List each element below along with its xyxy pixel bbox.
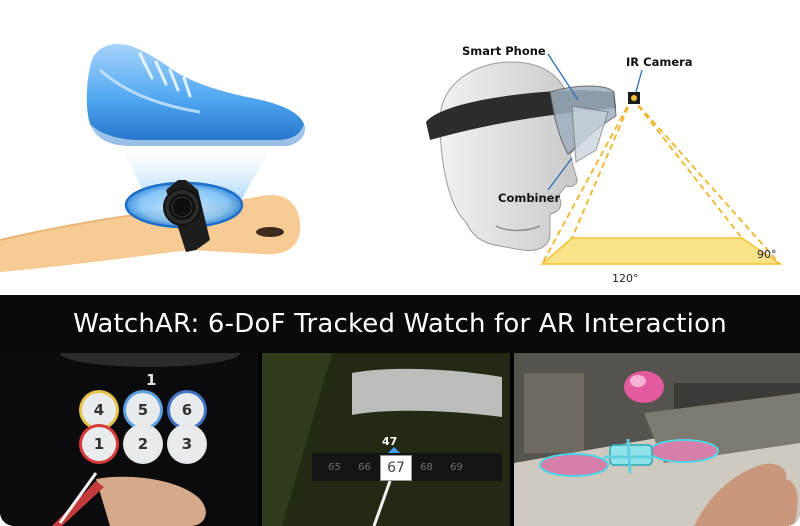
title-banner: WatchAR: 6-DoF Tracked Watch for AR Inte…: [0, 295, 800, 353]
ar-sphere: [624, 371, 664, 403]
drone-scene: [514, 353, 800, 526]
user-hand: [694, 463, 798, 526]
ruler-scene: [262, 353, 510, 526]
ruler-demo-panel: 47 65 66 67 68 69: [262, 353, 510, 526]
key-6-label: 6: [181, 401, 193, 419]
ruler-selected-cell[interactable]: 67: [380, 455, 412, 481]
key-4-label: 4: [93, 401, 105, 419]
keypad-top-digit: 1: [146, 371, 157, 389]
label-combiner: Combiner: [498, 191, 561, 205]
fov-vertical-label: 90°: [757, 248, 777, 261]
key-2[interactable]: 2: [126, 427, 160, 461]
smartwatch: [163, 180, 210, 252]
ruler-cell[interactable]: 68: [420, 462, 433, 473]
ruler-cell[interactable]: 66: [358, 462, 371, 473]
fingernail: [256, 227, 284, 237]
watch-shoe-illustration: [0, 44, 306, 272]
headset-band: [426, 85, 640, 163]
key-4[interactable]: 4: [82, 393, 116, 427]
keypad-demo-panel: 1 4 5 6 1 2 3: [0, 353, 258, 526]
key-6[interactable]: 6: [170, 393, 204, 427]
headset-diagram: [426, 53, 783, 265]
top-illustration-area: Smart Phone IR Camera Combiner 120° 90°: [0, 44, 783, 285]
ruler-cell[interactable]: 69: [450, 462, 463, 473]
key-1[interactable]: 1: [82, 427, 116, 461]
key-2-label: 2: [137, 435, 149, 453]
keypad-scene: [52, 353, 240, 526]
banner-title: WatchAR: 6-DoF Tracked Watch for AR Inte…: [73, 309, 727, 339]
key-5[interactable]: 5: [126, 393, 160, 427]
label-ir-camera: IR Camera: [626, 55, 693, 69]
shoe-hologram: [86, 44, 306, 146]
drone-demo-panel: [514, 353, 800, 526]
fov-pyramid: [539, 97, 783, 265]
key-5-label: 5: [137, 401, 149, 419]
ar-drone: [539, 438, 719, 477]
fov-horizontal-label: 120°: [612, 272, 639, 285]
ruler-cell[interactable]: 65: [328, 462, 341, 473]
key-1-label: 1: [93, 435, 105, 453]
demo-screenshots: 1 4 5 6 1 2 3 47 65 66 67 68 69: [0, 353, 800, 526]
key-3-label: 3: [181, 435, 193, 453]
ruler-value-label: 47: [382, 435, 398, 448]
key-3[interactable]: 3: [170, 427, 204, 461]
label-smart-phone: Smart Phone: [462, 44, 546, 58]
